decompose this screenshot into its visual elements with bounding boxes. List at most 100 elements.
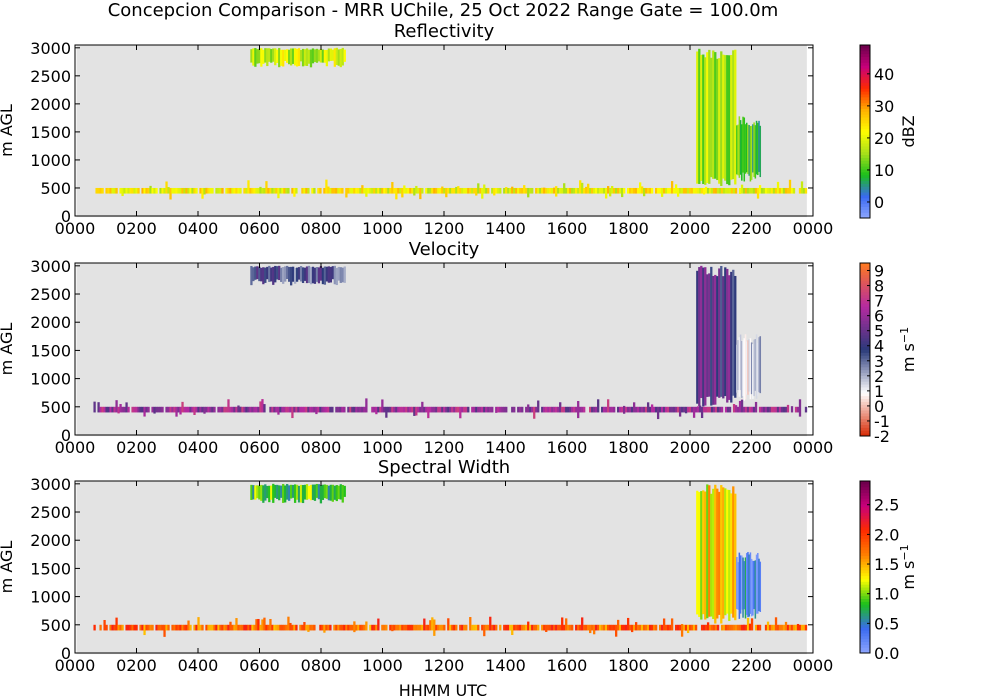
data-strip xyxy=(670,618,674,631)
data-strip xyxy=(223,406,226,413)
x-tick-label: 0600 xyxy=(239,219,280,238)
data-strip xyxy=(309,267,313,285)
data-strip xyxy=(638,182,642,194)
data-strip xyxy=(267,187,270,194)
data-strip xyxy=(293,484,297,503)
data-strip xyxy=(527,187,530,198)
data-strip xyxy=(311,406,314,413)
data-strip xyxy=(529,624,532,631)
data-strip xyxy=(449,406,452,413)
y-tick-label: 500 xyxy=(40,179,71,198)
colorbar-segment xyxy=(860,137,870,141)
data-strip xyxy=(453,406,456,413)
data-strip xyxy=(313,267,317,284)
colorbar-segment xyxy=(860,312,870,316)
data-strip xyxy=(375,187,378,194)
data-strip xyxy=(481,187,484,199)
data-strip xyxy=(313,624,316,631)
data-strip xyxy=(353,621,356,633)
data-strip xyxy=(503,406,506,413)
data-strip xyxy=(133,406,136,413)
colorbar-segment xyxy=(860,50,870,55)
data-strip xyxy=(339,48,342,68)
data-strip xyxy=(297,406,300,413)
colorbar-segment xyxy=(860,209,870,213)
data-strip xyxy=(625,406,628,413)
colorbar-tick-label: 0.5 xyxy=(874,614,899,633)
data-strip xyxy=(335,187,338,194)
data-strip xyxy=(658,406,662,413)
colorbar-segment xyxy=(860,180,870,184)
data-strip xyxy=(329,187,332,194)
colorbar-segment xyxy=(860,317,870,322)
data-strip xyxy=(407,187,410,194)
data-strip xyxy=(169,187,172,200)
data-strip xyxy=(790,624,794,631)
colorbar-segment xyxy=(860,421,870,425)
data-strip xyxy=(313,49,317,62)
data-strip xyxy=(111,624,114,631)
x-tick-label: 0800 xyxy=(301,656,342,675)
data-strip xyxy=(451,187,454,194)
data-strip xyxy=(175,406,178,417)
data-strip xyxy=(341,47,344,66)
data-strip xyxy=(730,624,734,631)
data-strip xyxy=(303,406,306,413)
data-strip xyxy=(305,406,308,413)
data-strip xyxy=(417,406,420,413)
data-strip xyxy=(105,624,108,631)
data-strip xyxy=(714,484,717,624)
data-strip xyxy=(702,187,706,195)
data-strip xyxy=(337,187,340,194)
data-strip xyxy=(617,406,620,413)
data-strip xyxy=(249,624,252,631)
panel-title: Velocity xyxy=(409,239,480,260)
data-strip xyxy=(720,265,723,397)
data-strip xyxy=(315,406,318,415)
data-strip xyxy=(199,187,202,194)
data-strip xyxy=(169,406,172,413)
data-strip xyxy=(595,624,598,631)
data-strip xyxy=(688,624,692,631)
data-strip xyxy=(750,406,754,413)
colorbar-segment xyxy=(860,286,870,290)
data-strip xyxy=(278,48,281,68)
data-strip xyxy=(359,624,362,631)
colorbar-segment xyxy=(860,610,870,614)
data-strip xyxy=(315,483,319,498)
data-strip xyxy=(319,485,323,504)
data-strip xyxy=(243,406,246,413)
data-strip xyxy=(587,183,590,194)
data-strip xyxy=(327,186,330,194)
data-strip xyxy=(207,406,210,413)
data-strip xyxy=(650,404,654,413)
colorbar-segment xyxy=(860,303,870,307)
data-strip xyxy=(241,406,244,413)
data-strip xyxy=(698,187,702,194)
x-tick-label: 1800 xyxy=(608,438,649,457)
data-strip xyxy=(288,266,291,282)
data-strip xyxy=(742,340,744,397)
data-strip xyxy=(720,406,724,413)
colorbar-segment xyxy=(860,70,870,75)
data-strip xyxy=(754,624,758,631)
data-strip xyxy=(219,187,222,194)
data-strip xyxy=(682,187,686,194)
colorbar-segment xyxy=(860,515,870,519)
data-strip xyxy=(748,125,750,176)
data-strip xyxy=(706,484,709,619)
data-strip xyxy=(337,49,340,66)
data-strip xyxy=(327,406,330,413)
data-strip xyxy=(662,406,666,413)
data-strip xyxy=(800,624,804,631)
data-strip xyxy=(525,624,528,631)
colorbar-tick-label: 5 xyxy=(874,322,884,341)
data-strip xyxy=(337,624,340,631)
x-tick-label: 2000 xyxy=(670,656,711,675)
data-strip xyxy=(317,484,321,500)
data-strip xyxy=(441,406,444,413)
data-strip xyxy=(688,406,692,413)
data-strip xyxy=(768,187,772,194)
data-strip xyxy=(321,484,325,500)
data-strip xyxy=(254,485,257,500)
